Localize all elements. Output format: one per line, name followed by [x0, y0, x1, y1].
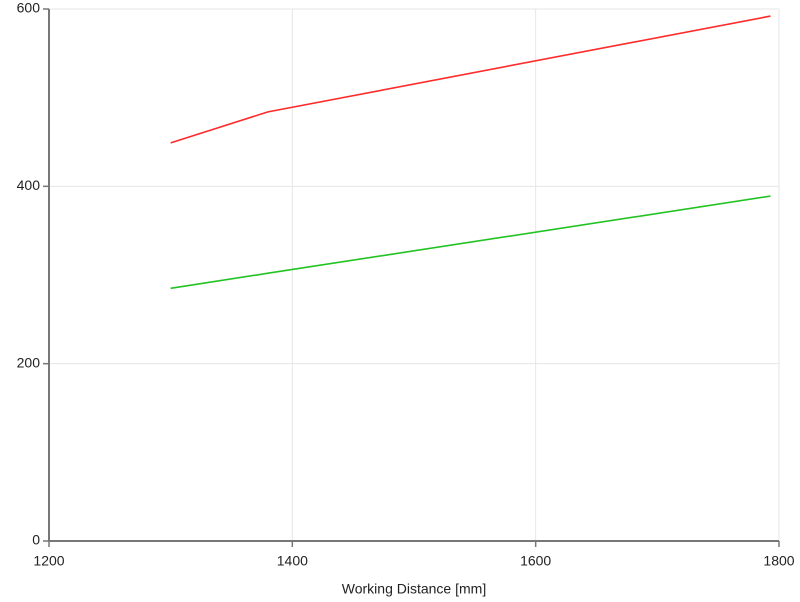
x-tick-label: 1200	[33, 553, 64, 569]
y-tick-label: 400	[17, 177, 41, 193]
x-tick-label: 1400	[277, 553, 308, 569]
x-axis-label: Working Distance [mm]	[342, 581, 486, 597]
y-tick-label: 200	[17, 354, 41, 370]
series-line	[170, 195, 771, 290]
x-tick-label: 1800	[763, 553, 794, 569]
x-tick-label: 1600	[520, 553, 551, 569]
series-line	[170, 15, 771, 144]
y-tick-label: 0	[32, 532, 40, 548]
y-tick-label: 600	[17, 0, 41, 16]
